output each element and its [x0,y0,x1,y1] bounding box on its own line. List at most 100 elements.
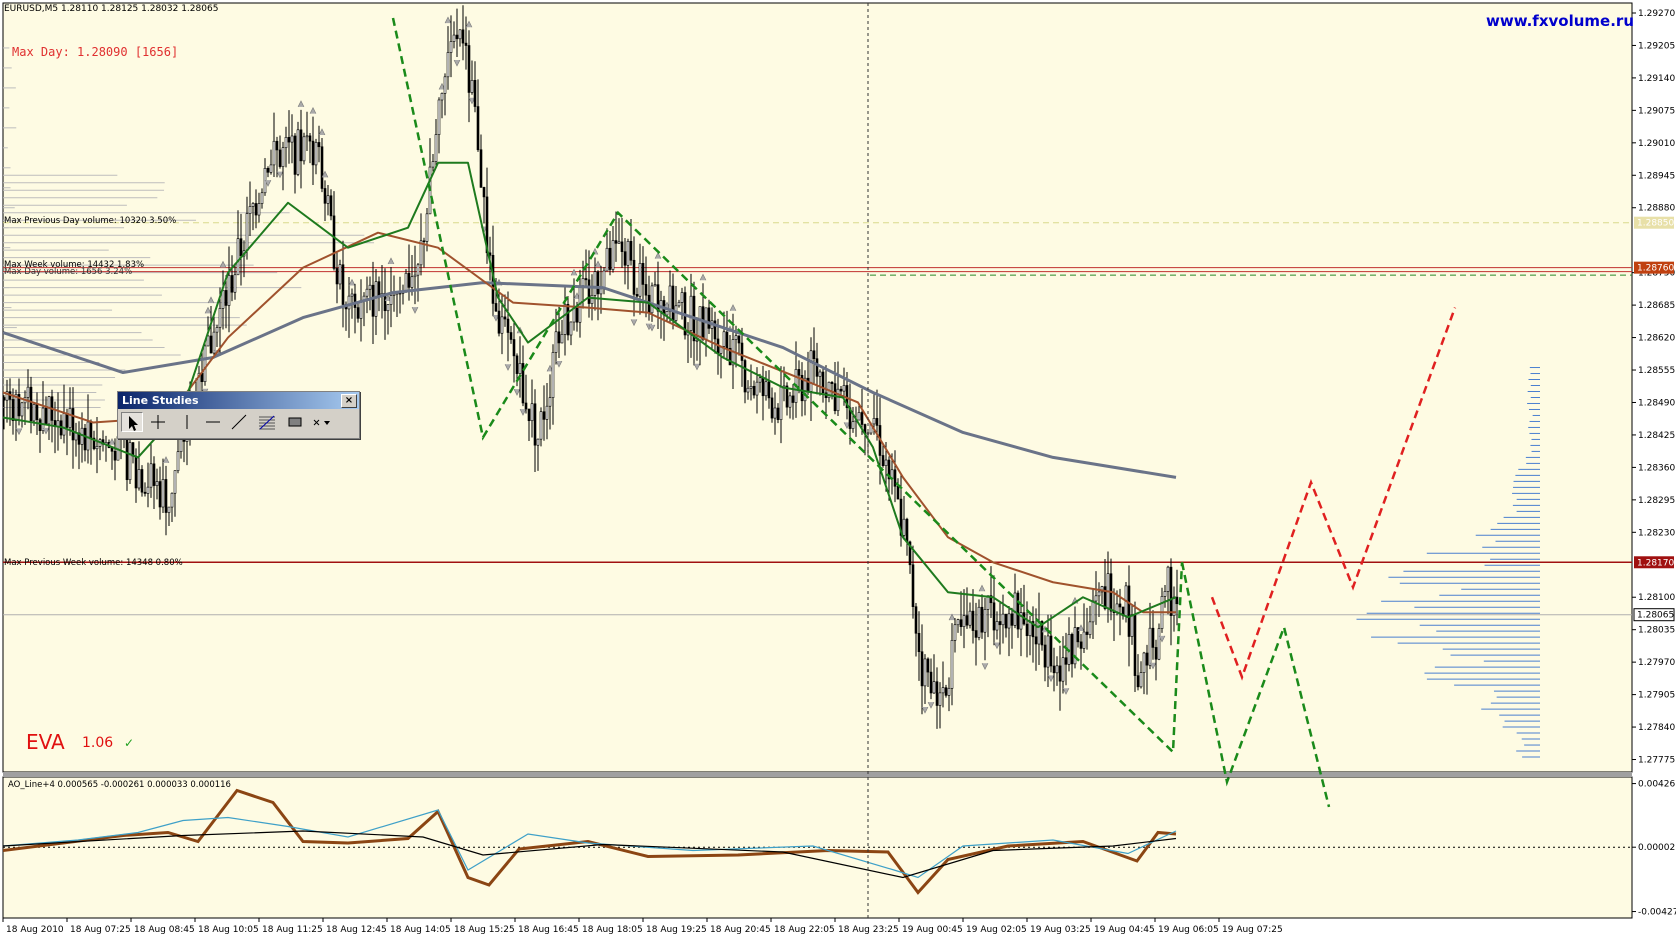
fibonacci-button[interactable] [256,412,278,432]
green-forecast-line [1180,562,1331,808]
candle-body [173,470,177,494]
fractal-marker [594,260,602,268]
candle-body [1049,635,1053,667]
candle-body [668,285,672,312]
crosshair-tool-button[interactable] [147,412,169,432]
candle-body [851,421,855,429]
indicator-tick-label: 0.00002 [1638,843,1675,853]
time-tick-label: 18 Aug 18:05 [582,925,643,935]
candle-body [743,360,747,393]
price-tick-label: 1.28100 [1638,593,1675,603]
candle-body [266,168,270,173]
candle-body [251,203,255,207]
candle-body [920,651,924,687]
candle-body [1007,613,1011,629]
line-studies-toolbar[interactable]: Line Studies × [117,391,360,439]
fractal-marker [276,171,284,179]
candle-body [962,615,966,627]
candle-body [1001,613,1005,626]
fractal-marker [630,319,638,327]
price-tick-label: 1.28620 [1638,334,1675,344]
fractal-marker [444,16,452,24]
candle-body [155,481,159,486]
fractal-marker [699,273,707,281]
candle-body [968,610,972,626]
candle-body [161,479,165,508]
candle-body [677,302,681,307]
candle-body [371,284,375,317]
candle-body [1148,627,1152,666]
close-button[interactable]: × [341,394,357,408]
eva-label: EVA [26,730,65,754]
candle-body [338,264,342,285]
candle-body [959,619,963,627]
fractal-marker [1077,624,1085,632]
candle-body [164,479,168,513]
candle-body [1175,596,1179,605]
candle-body [68,408,72,428]
cursor-icon [129,416,138,431]
fractal-marker [948,613,956,621]
fractal-marker [204,306,212,314]
candle-body [665,311,669,316]
candle-body [575,307,579,323]
candle-body [461,29,465,44]
candle-body [884,459,888,466]
price-tick-label: 1.28035 [1638,626,1675,636]
fractal-marker [993,642,1001,650]
candle-body [272,140,276,166]
candle-body [224,290,228,306]
candle-body [323,188,327,204]
candle-body [95,446,99,450]
fractal-marker [348,278,356,286]
time-tick-label: 18 Aug 08:45 [134,925,195,935]
candle-body [497,310,501,334]
candle-body [860,412,864,425]
level-label-prev-day: Max Previous Day volume: 10320 3.50% [4,216,177,226]
candle-body [581,278,585,286]
candle-body [644,284,648,296]
vertical-line-button[interactable] [176,412,198,432]
candle-body [950,640,954,689]
candle-body [776,407,780,420]
candle-body [1028,621,1032,637]
candle-body [419,240,423,266]
candle-body [590,294,594,304]
candle-body [620,241,624,252]
rectangle-button[interactable] [284,412,306,432]
candle-body [506,318,510,333]
toolbar-title-bar[interactable]: Line Studies × [118,392,359,409]
cursor-tool-button[interactable] [121,412,143,432]
candle-body [299,129,303,162]
candle-body [470,79,474,93]
fractal-marker [108,438,116,445]
candle-body [341,264,345,305]
time-tick-label: 19 Aug 04:45 [1094,925,1155,935]
candle-body [212,331,216,354]
candle-body [1004,613,1008,629]
price-tick-label: 1.28230 [1638,528,1675,538]
candle-body [614,240,618,244]
candle-body [818,371,822,377]
candle-body [653,284,657,287]
horizontal-line-button[interactable] [202,412,224,432]
candle-body [566,304,570,336]
arrows-dropdown-button[interactable] [310,412,332,432]
brand-link[interactable]: www.fxvolume.ru [1486,12,1634,30]
candle-body [557,331,561,344]
candle-body [1016,592,1020,630]
price-badge [1633,608,1675,622]
candle-body [800,374,804,402]
candle-body [1118,603,1122,608]
price-tick-label: 1.29205 [1638,41,1675,51]
candle-body [455,34,459,40]
candle-body [1154,647,1158,660]
fractal-marker [1158,635,1166,643]
fractal-marker [411,307,419,314]
candle-body [287,137,291,143]
trendline-button[interactable] [228,412,250,432]
candle-body [1142,652,1146,673]
candle-body [1169,566,1173,616]
candle-body [842,385,846,392]
